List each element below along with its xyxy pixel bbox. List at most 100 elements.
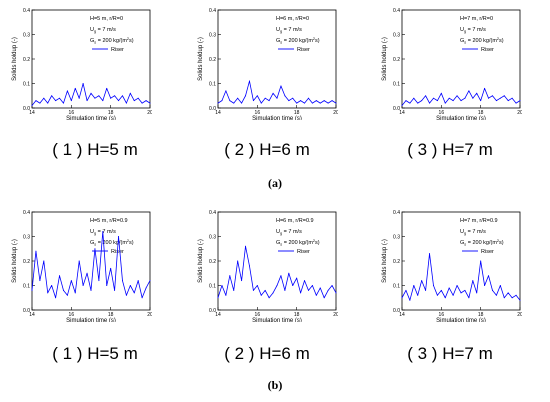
data-point (257, 285, 258, 286)
series-line-riser (402, 88, 520, 105)
data-point (405, 100, 406, 101)
data-point (320, 103, 321, 104)
series-line-riser (218, 246, 336, 297)
data-point (98, 95, 99, 96)
data-point (316, 295, 317, 296)
data-point (75, 88, 76, 89)
data-point (409, 103, 410, 104)
data-point (336, 292, 337, 293)
y-tick-label: 0.2 (209, 57, 216, 63)
data-point (118, 236, 119, 237)
data-point (39, 103, 40, 104)
data-point (47, 292, 48, 293)
chart-svg: 14 16 18 20 0.0 0.1 0.2 0.3 0.4 Simulation time (… (10, 4, 152, 120)
data-point (312, 285, 313, 286)
panel-caption: ( 3 ) H=7 m (360, 344, 540, 364)
data-point (39, 280, 40, 281)
data-point (472, 280, 473, 281)
annotation-gas-velocity: Ug = 7 m/s (276, 27, 302, 34)
data-point (261, 295, 262, 296)
data-point (468, 90, 469, 91)
data-point (324, 100, 325, 101)
y-tick-label: 0.2 (209, 259, 216, 265)
x-axis-label: Simulation time (s) (436, 116, 486, 120)
data-point (67, 295, 68, 296)
annotation-position: H=5 m, r/R=0 (90, 16, 123, 22)
data-point (269, 100, 270, 101)
y-axis-label: Solids holdup (-) (382, 37, 388, 81)
annotation-solids-flux: Gs = 200 kg/(m2s) (90, 239, 134, 247)
data-point (457, 95, 458, 96)
data-point (241, 280, 242, 281)
data-point (496, 100, 497, 101)
data-point (292, 285, 293, 286)
annotation-position: H=7 m, r/R=0 (460, 16, 493, 22)
y-tick-label: 0.4 (209, 8, 216, 14)
annotation-solids-flux: Gs = 200 kg/(m2s) (460, 239, 504, 247)
data-point (425, 95, 426, 96)
data-point (91, 93, 92, 94)
data-point (273, 292, 274, 293)
data-point (237, 261, 238, 262)
plot-frame (32, 212, 150, 310)
x-tick-label: 20 (333, 110, 338, 116)
data-point (241, 103, 242, 104)
data-point (142, 297, 143, 298)
y-tick-label: 0.3 (209, 32, 216, 38)
y-tick-label: 0.0 (393, 308, 400, 314)
y-tick-label: 0.2 (393, 259, 400, 265)
data-point (269, 297, 270, 298)
data-point (102, 231, 103, 232)
x-axis-label: Simulation time (s) (66, 116, 116, 120)
y-tick-label: 0.3 (23, 32, 30, 38)
data-point (32, 105, 33, 106)
data-point (130, 93, 131, 94)
data-point (504, 95, 505, 96)
data-point (91, 290, 92, 291)
data-point (146, 100, 147, 101)
data-point (433, 285, 434, 286)
y-tick-label: 0.2 (23, 259, 30, 265)
data-point (138, 98, 139, 99)
data-point (300, 292, 301, 293)
data-point (328, 290, 329, 291)
data-point (308, 290, 309, 291)
y-tick-label: 0.1 (209, 283, 216, 289)
plot-frame (218, 10, 336, 108)
data-point (110, 268, 111, 269)
data-point (138, 280, 139, 281)
annotation-position: H=6 m, r/R=0 (276, 16, 309, 22)
data-point (253, 100, 254, 101)
data-point (55, 100, 56, 101)
data-point (59, 98, 60, 99)
data-point (142, 103, 143, 104)
data-point (237, 98, 238, 99)
data-point (429, 253, 430, 254)
series-line-riser (32, 84, 150, 106)
y-tick-label: 0.3 (393, 32, 400, 38)
chart-panel: 14 16 18 20 0.0 0.1 0.2 0.3 0.4 Simulation time (… (10, 4, 152, 120)
y-axis-label: Solids holdup (-) (382, 239, 388, 283)
data-point (433, 98, 434, 99)
data-point (516, 103, 517, 104)
data-point (461, 100, 462, 101)
annotation-position: H=6 m, r/R=0.9 (276, 218, 314, 224)
data-point (47, 103, 48, 104)
x-axis-label: Simulation time (s) (66, 318, 116, 322)
data-point (300, 100, 301, 101)
data-point (257, 95, 258, 96)
panel-caption: ( 3 ) H=7 m (360, 140, 540, 160)
legend-label: Riser (481, 249, 494, 255)
data-point (421, 280, 422, 281)
data-point (472, 98, 473, 99)
data-point (480, 100, 481, 101)
data-point (320, 287, 321, 288)
data-point (146, 287, 147, 288)
data-point (32, 290, 33, 291)
annotation-position: H=7 m, r/R=0.9 (460, 218, 498, 224)
data-point (437, 295, 438, 296)
x-axis-label: Simulation time (s) (252, 116, 302, 120)
data-point (484, 285, 485, 286)
data-point (106, 88, 107, 89)
x-tick-label: 14 (215, 110, 221, 116)
